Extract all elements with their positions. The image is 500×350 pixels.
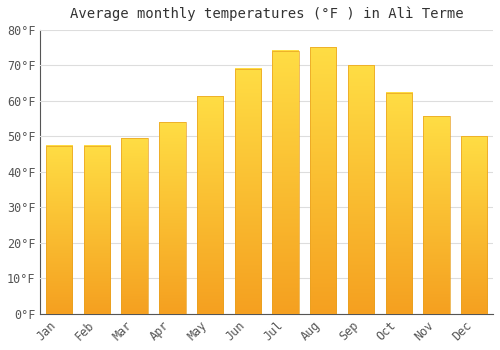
- Bar: [348, 65, 374, 314]
- Bar: [84, 146, 110, 314]
- Bar: [46, 146, 72, 314]
- Bar: [197, 96, 224, 314]
- Bar: [461, 136, 487, 314]
- Bar: [122, 138, 148, 314]
- Bar: [272, 51, 299, 314]
- Bar: [424, 116, 450, 314]
- Bar: [159, 122, 186, 314]
- Title: Average monthly temperatures (°F ) in Alì Terme: Average monthly temperatures (°F ) in Al…: [70, 7, 464, 21]
- Bar: [310, 47, 336, 314]
- Bar: [386, 93, 412, 314]
- Bar: [234, 69, 261, 314]
